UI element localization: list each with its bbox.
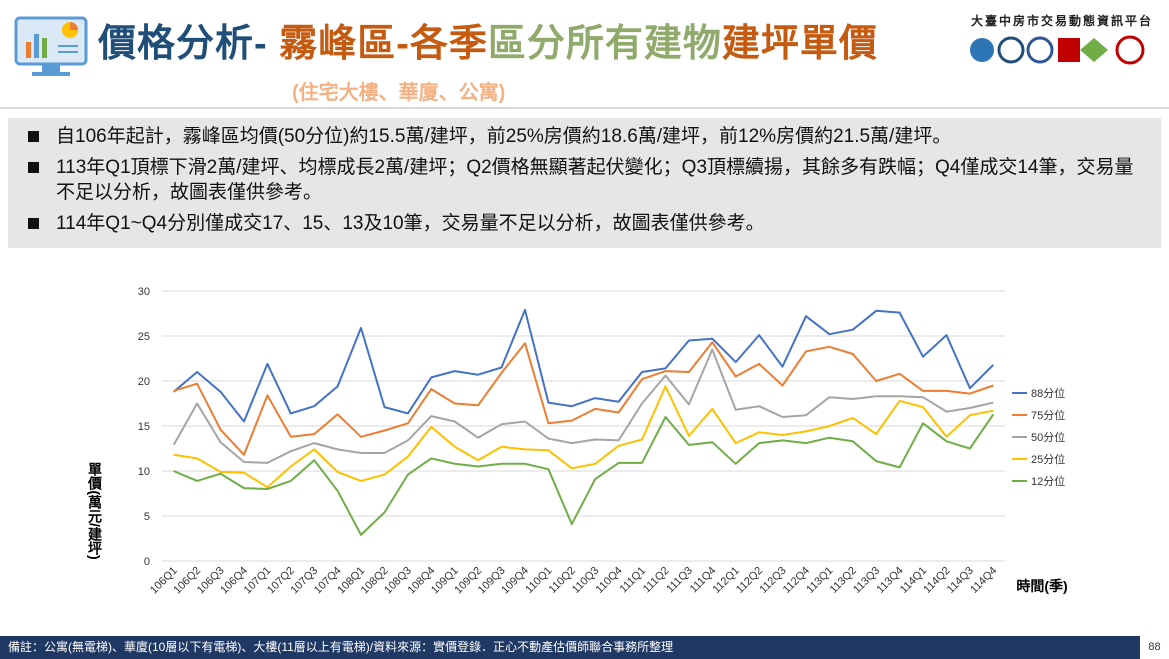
y-tick-label: 15 [138, 421, 150, 433]
title: 價格分析- 霧峰區-各季區分所有建物建坪單價 [98, 12, 878, 67]
y-tick-label: 20 [138, 376, 150, 388]
line [173, 308, 995, 423]
x-tick-label: 110Q4 [593, 565, 624, 596]
chart: 單價(萬元/建坪) 時間(季) 051015202530106Q1106Q210… [87, 286, 1068, 596]
bullet: 114年Q1~Q4分別僅成交17、15、13及10筆，交易量不足以分析，故圖表僅… [8, 211, 1141, 236]
bullet: 113年Q1頂標下滑2萬/建坪、均標成長2萬/建坪；Q2價格無顯著起伏變化；Q3… [8, 155, 1141, 205]
legend-label: 75分位 [1031, 408, 1065, 422]
x-axis-label: 時間(季) [1016, 578, 1067, 594]
header-icon [14, 16, 88, 76]
title-part: 霧峰區-各季 [267, 23, 488, 65]
y-tick-label: 5 [144, 511, 150, 523]
bullet: 自106年起計，霧峰區均價(50分位)約15.5萬/建坪，前25%房價約18.6… [8, 124, 1141, 149]
legend-label: 88分位 [1031, 386, 1065, 400]
line [173, 385, 994, 489]
line [172, 348, 994, 464]
y-tick-label: 0 [144, 556, 150, 568]
title-part: 價格分析- [98, 23, 268, 65]
divider [0, 107, 1169, 109]
footer: 備註：公寓(無電梯)、華廈(10層以下有電梯)、大樓(11層以上有電梯)/資料來… [0, 636, 1140, 659]
legend-label: 25分位 [1031, 452, 1065, 466]
platform-name: 大臺中房市交易動態資訊平台 [970, 14, 1153, 28]
subtitle: (住宅大樓、華廈、公寓) [292, 82, 506, 104]
legend-label: 50分位 [1031, 430, 1065, 444]
line [173, 341, 994, 456]
title-part: 建坪單價 [721, 23, 878, 65]
y-tick-label: 25 [138, 331, 150, 343]
title-part: 區分所有建物 [487, 23, 722, 65]
page-number: 88 [1148, 641, 1161, 653]
y-tick-label: 10 [138, 466, 150, 478]
bullet-box: 自106年起計，霧峰區均價(50分位)約15.5萬/建坪，前25%房價約18.6… [8, 118, 1161, 248]
legend-label: 12分位 [1031, 474, 1065, 488]
y-axis-label: 單價(萬元/建坪) [87, 462, 103, 559]
logos [970, 35, 1145, 65]
x-tick-label: 114Q4 [968, 565, 999, 596]
y-tick-label: 30 [138, 286, 150, 298]
line [173, 413, 995, 536]
